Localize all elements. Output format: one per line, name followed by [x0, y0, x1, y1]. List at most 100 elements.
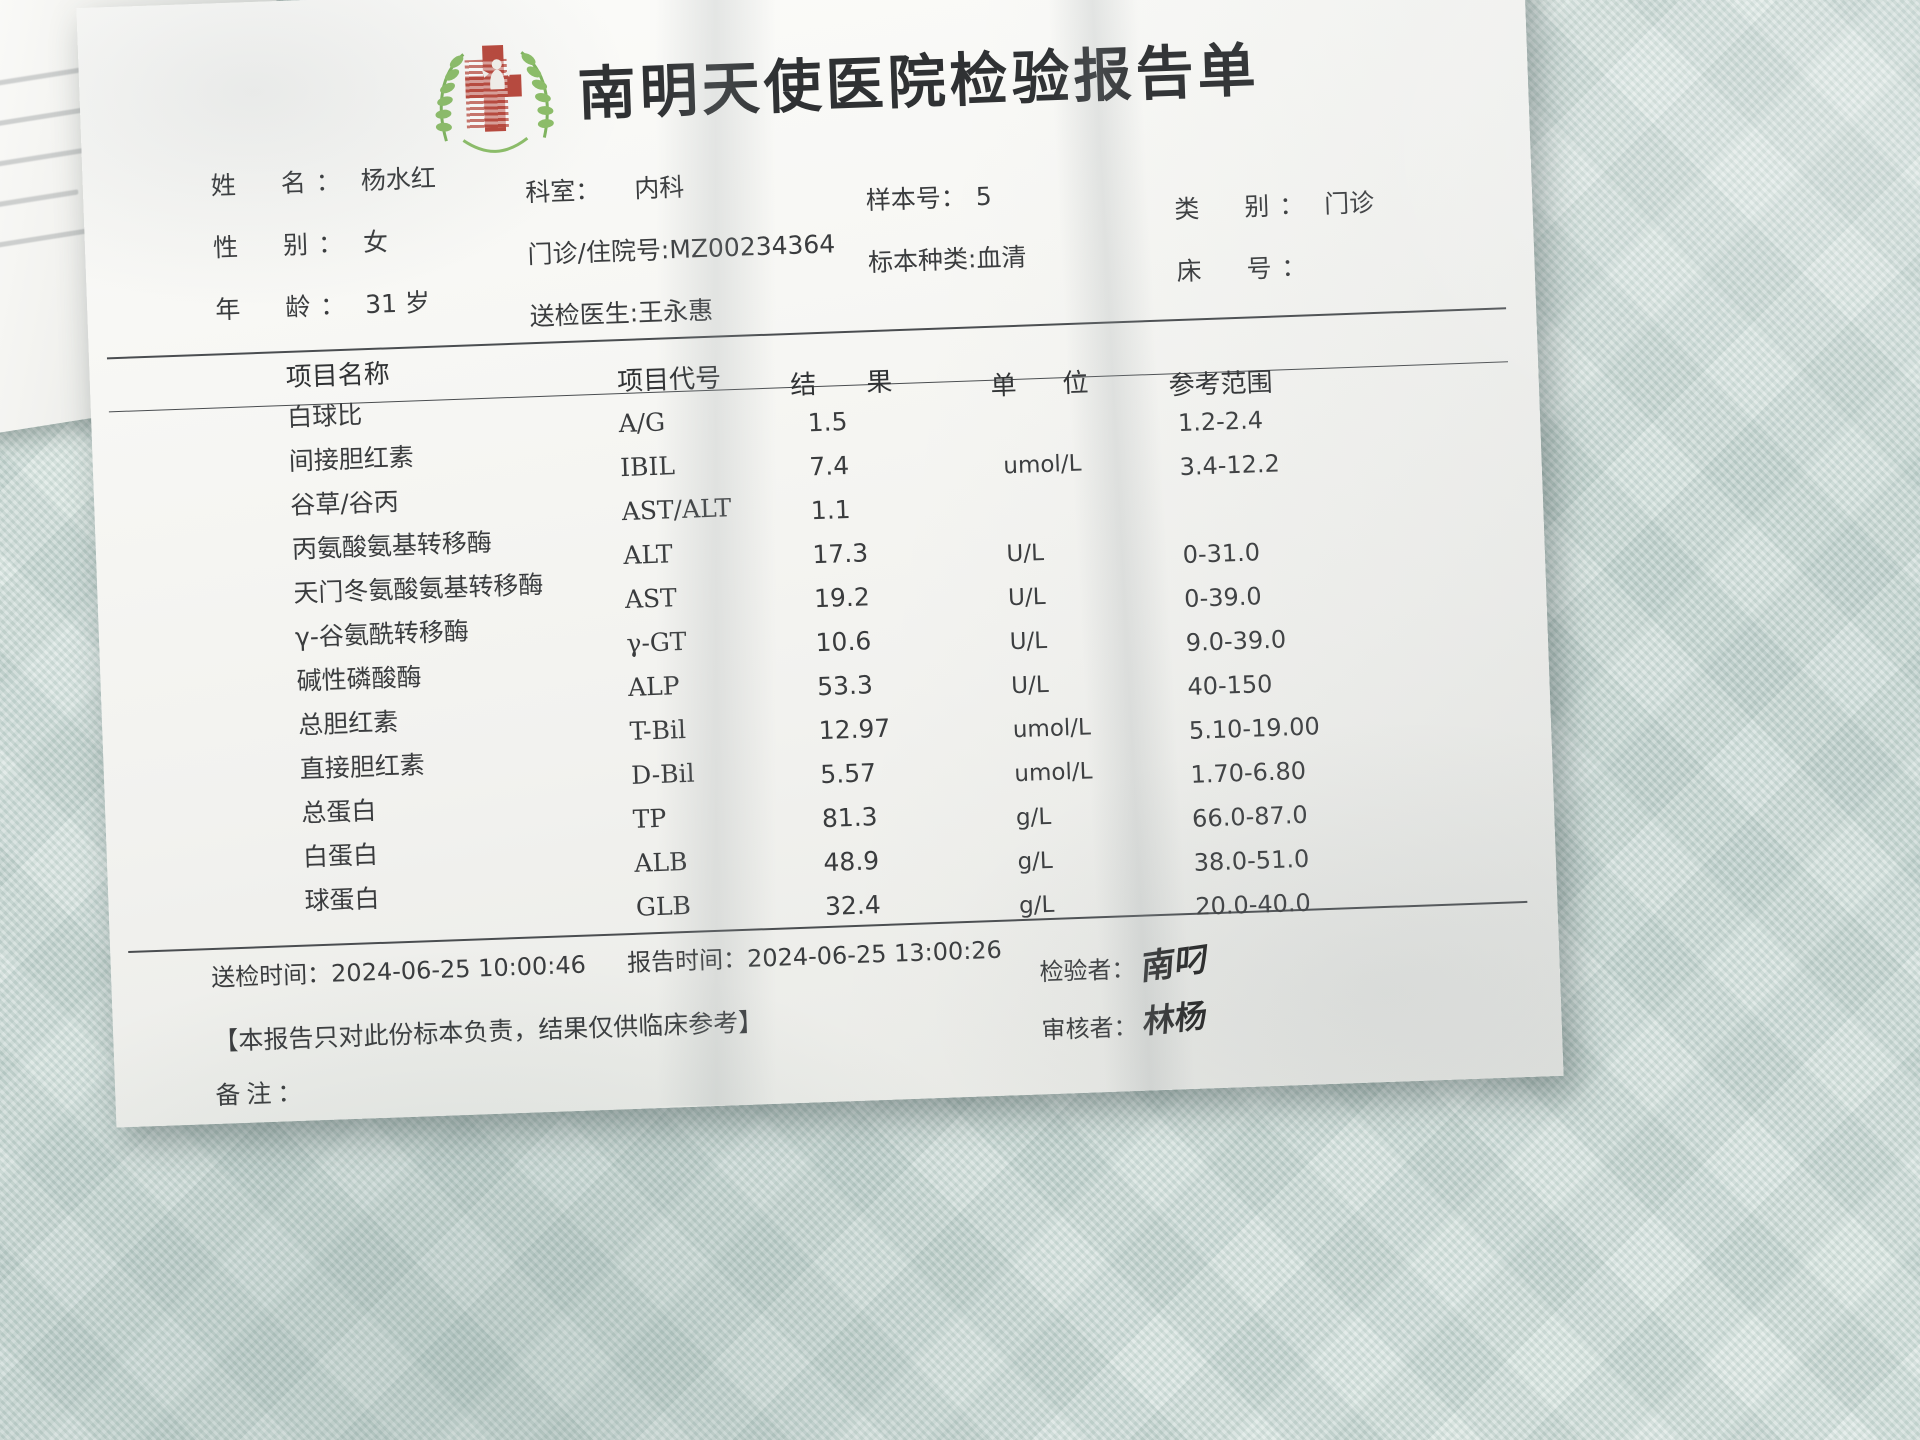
- table-row: TP: [632, 803, 667, 834]
- label-department: 科室：: [524, 175, 601, 208]
- label-sample-number: 样本号：: [865, 182, 967, 216]
- table-row: 66.0-87.0: [1191, 800, 1309, 833]
- column-header-result: 结 果: [789, 366, 905, 401]
- table-row: 3.4-12.2: [1179, 449, 1281, 482]
- value-requesting-doctor: 王永惠: [637, 295, 714, 328]
- table-row: AST/ALT: [621, 493, 732, 527]
- table-row: U/L: [1006, 540, 1045, 568]
- table-row: umol/L: [1013, 758, 1093, 788]
- table-row: 38.0-51.0: [1193, 844, 1310, 877]
- label-report-time: 报告时间：: [626, 944, 748, 978]
- table-row: 1.70-6.80: [1190, 756, 1307, 789]
- table-row: g/L: [1015, 803, 1052, 832]
- table-row: AST: [624, 583, 678, 615]
- table-row: 10.6: [815, 626, 872, 658]
- laurel-left-icon: [435, 53, 465, 142]
- label-name: 姓 名：: [210, 166, 352, 201]
- value-report-time: 2024-06-25 13:00:26: [746, 935, 1003, 973]
- label-tester: 检验者：: [1039, 954, 1136, 987]
- table-row: 总蛋白: [300, 796, 377, 828]
- table-row: 40-150: [1186, 669, 1273, 701]
- table-row: IBIL: [619, 451, 676, 483]
- table-row: 球蛋白: [303, 883, 381, 916]
- table-row: γ-谷氨酰转移酶: [294, 616, 470, 652]
- reviewer-signature: 林杨: [1141, 996, 1209, 1042]
- lab-report-sheet: 南明天使医院检验报告单 姓 名： 杨水红 性 别： 女 年 龄： 31 岁: [76, 0, 1564, 1128]
- table-row: 7.4: [808, 450, 850, 482]
- table-row: 48.9: [822, 846, 880, 878]
- table-row: 5.57: [819, 758, 877, 790]
- label-requesting-doctor: 送检医生:: [529, 298, 639, 332]
- table-row: 53.3: [816, 670, 874, 702]
- value-age: 31 岁: [364, 287, 431, 320]
- column-header-reference: 参考范围: [1168, 367, 1274, 402]
- label-gender: 性 别：: [212, 228, 354, 263]
- table-row: 1.5: [807, 406, 848, 438]
- table-row: GLB: [635, 890, 692, 922]
- column-header-unit: 单 位: [990, 367, 1100, 402]
- tester-signature: 南叼: [1139, 938, 1211, 989]
- value-department: 内科: [633, 172, 685, 204]
- value-specimen-type: 血清: [975, 242, 1027, 274]
- table-row: A/G: [618, 407, 666, 439]
- label-category: 类 别：: [1173, 190, 1315, 225]
- label-bed-number: 床 号：: [1176, 252, 1317, 287]
- table-row: U/L: [1010, 671, 1050, 700]
- table-row: 谷草/谷丙: [289, 487, 400, 520]
- table-row: 丙氨酸氨基转移酶: [291, 527, 493, 564]
- label-collect-time: 送检时间：: [210, 959, 332, 993]
- table-row: ALP: [627, 671, 681, 702]
- label-specimen-type: 标本种类:: [867, 244, 977, 278]
- table-row: 天门冬氨酸氨基转移酶: [292, 569, 544, 608]
- table-row: 碱性磷酸酶: [296, 662, 423, 696]
- table-row: 总胆红素: [297, 707, 399, 740]
- value-category: 门诊: [1323, 187, 1375, 219]
- results-table: 项目名称 项目代号 结 果 单 位 参考范围 白球比 A/G 1.5 1.2-2…: [76, 0, 1523, 922]
- table-row: g/L: [1018, 891, 1055, 920]
- table-row: D-Bil: [630, 758, 696, 790]
- table-row: 间接胆红素: [288, 442, 415, 476]
- report-disclaimer: 【本报告只对此份标本负责，结果仅供临床参考】: [212, 1007, 764, 1057]
- table-row: 20.0-40.0: [1194, 888, 1312, 921]
- table-row: 12.97: [818, 713, 891, 746]
- table-row: 0-31.0: [1182, 538, 1261, 570]
- value-name: 杨水红: [360, 163, 437, 196]
- label-remark: 备注：: [214, 1077, 309, 1110]
- table-row: γ-GT: [625, 626, 688, 658]
- table-row: U/L: [1007, 583, 1046, 612]
- table-row: 直接胆红素: [299, 750, 426, 784]
- report-header: 南明天使医院检验报告单: [430, 12, 1262, 158]
- column-header-code: 项目代号: [616, 363, 722, 398]
- table-row: 17.3: [811, 538, 869, 570]
- table-row: ALT: [622, 539, 674, 571]
- label-visit-number: 门诊/住院号:: [527, 235, 670, 270]
- table-row: 0-39.0: [1183, 582, 1263, 613]
- table-row: umol/L: [1002, 450, 1082, 480]
- hospital-logo-icon: [430, 37, 558, 157]
- ghost-text-line: [0, 227, 95, 252]
- value-visit-number: MZ00234364: [668, 229, 836, 265]
- page-title: 南明天使医院检验报告单: [576, 36, 1261, 129]
- table-row: ALB: [633, 846, 688, 878]
- table-row: 81.3: [821, 802, 879, 834]
- label-reviewer: 审核者：: [1041, 1012, 1139, 1045]
- value-bed-number: [1326, 252, 1327, 281]
- label-age: 年 龄：: [214, 290, 356, 325]
- column-header-name: 项目名称: [285, 359, 391, 393]
- value-collect-time: 2024-06-25 10:00:46: [330, 950, 587, 988]
- table-row: 1.2-2.4: [1177, 406, 1264, 438]
- red-cross-icon: [464, 44, 523, 132]
- table-row: U/L: [1009, 627, 1048, 656]
- table-row: 白蛋白: [302, 840, 379, 872]
- table-row: 1.1: [810, 494, 852, 526]
- table-row: g/L: [1017, 847, 1054, 876]
- laurel-right-icon: [520, 51, 554, 138]
- laurel-base-icon: [462, 137, 529, 153]
- value-gender: 女: [362, 227, 389, 258]
- table-row: umol/L: [1012, 714, 1092, 744]
- angel-figure-icon: [481, 59, 511, 90]
- value-sample-number: 5: [975, 181, 993, 212]
- table-row: 19.2: [813, 582, 871, 614]
- table-row: 9.0-39.0: [1185, 625, 1287, 657]
